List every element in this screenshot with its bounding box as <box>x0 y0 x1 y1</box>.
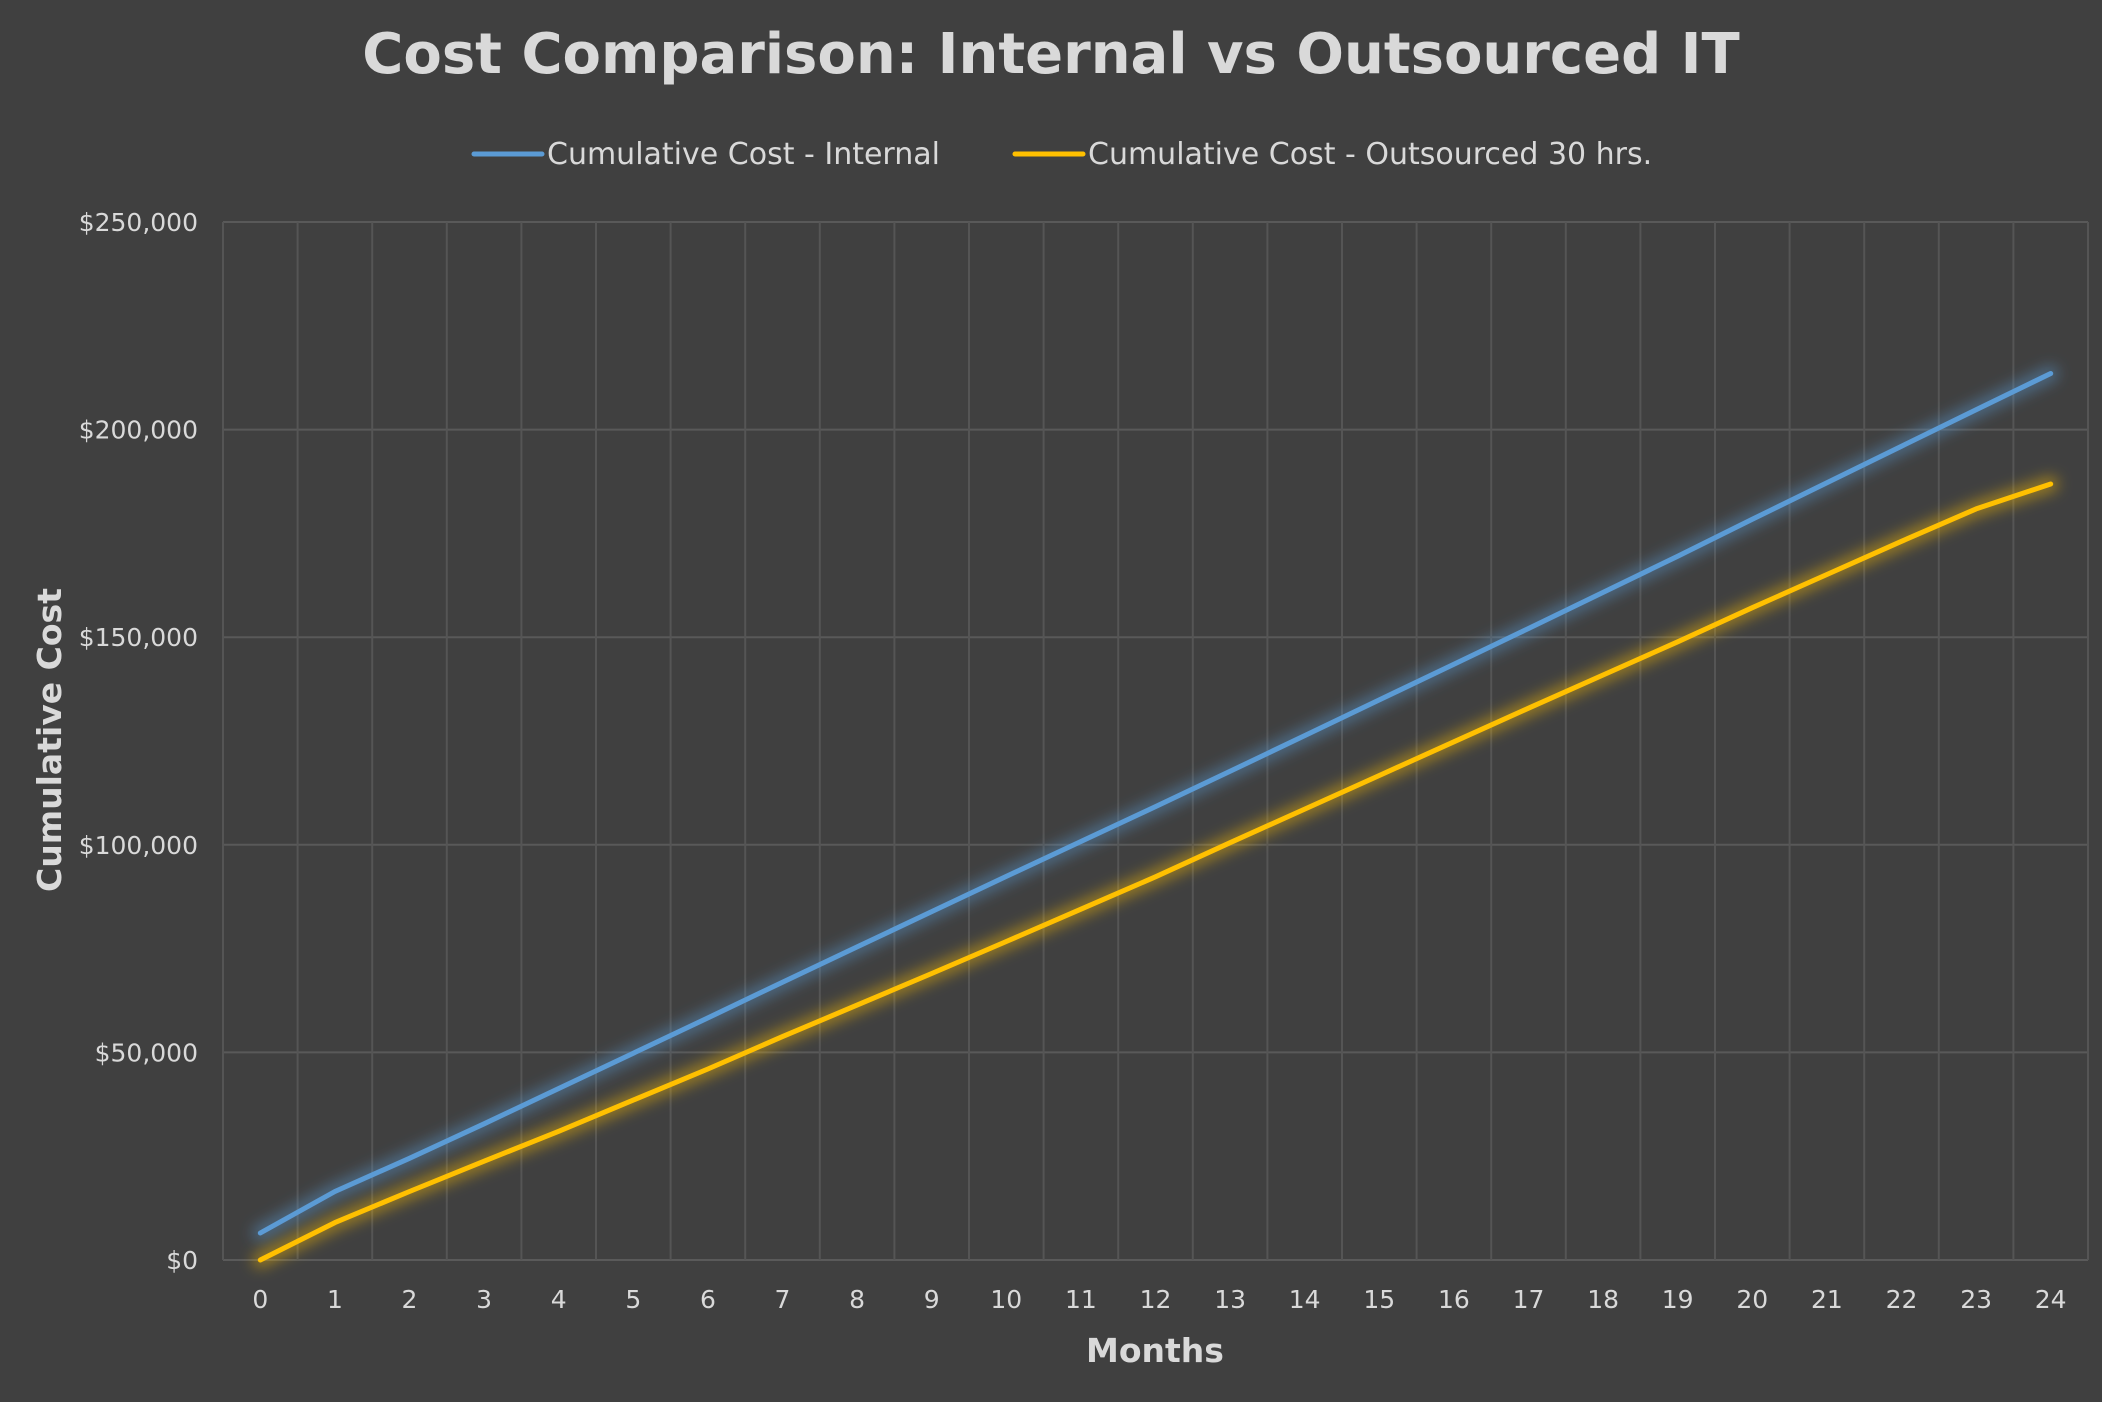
x-tick-label: 16 <box>1438 1285 1470 1314</box>
x-tick-label: 19 <box>1662 1285 1694 1314</box>
x-tick-label: 7 <box>775 1285 791 1314</box>
x-tick-label: 15 <box>1363 1285 1395 1314</box>
x-tick-label: 17 <box>1513 1285 1545 1314</box>
legend: Cumulative Cost - Internal Cumulative Cos… <box>471 137 1652 172</box>
legend-label-0: Cumulative Cost - Internal <box>547 137 940 172</box>
x-tick-label: 2 <box>402 1285 418 1314</box>
series-layer <box>252 365 2059 1268</box>
x-axis-ticks: 0 1 2 3 4 5 6 7 8 9 10 11 12 13 14 15 16 17 18 19 20 21 22 23 24 <box>252 1285 2066 1314</box>
x-tick-label: 21 <box>1811 1285 1843 1314</box>
x-tick-label: 11 <box>1065 1285 1097 1314</box>
series-line-0 <box>257 371 2054 1236</box>
x-tick-label: 14 <box>1289 1285 1321 1314</box>
x-tick-label: 5 <box>625 1285 641 1314</box>
chart-title: Cost Comparison: Internal vs Outsourced … <box>362 22 1740 87</box>
x-tick-label: 13 <box>1214 1285 1246 1314</box>
y-tick-label: $150,000 <box>79 623 198 652</box>
grid-layer <box>222 221 2089 1261</box>
y-tick-label: $0 <box>166 1246 198 1275</box>
x-tick-label: 10 <box>990 1285 1022 1314</box>
x-tick-label: 8 <box>849 1285 865 1314</box>
x-tick-label: 1 <box>327 1285 343 1314</box>
series-line-1 <box>257 481 2054 1263</box>
y-tick-label: $200,000 <box>79 416 198 445</box>
x-axis-title: Months <box>1086 1331 1224 1370</box>
x-tick-label: 12 <box>1140 1285 1172 1314</box>
x-tick-label: 20 <box>1736 1285 1768 1314</box>
x-tick-label: 9 <box>924 1285 940 1314</box>
x-tick-label: 3 <box>476 1285 492 1314</box>
x-tick-label: 23 <box>1960 1285 1992 1314</box>
y-axis-title: Cumulative Cost <box>30 588 69 892</box>
y-tick-label: $250,000 <box>79 208 198 237</box>
x-tick-label: 24 <box>2035 1285 2067 1314</box>
x-tick-label: 0 <box>252 1285 268 1314</box>
x-tick-label: 18 <box>1587 1285 1619 1314</box>
legend-label-1: Cumulative Cost - Outsourced 30 hrs. <box>1088 137 1652 172</box>
y-tick-label: $100,000 <box>79 831 198 860</box>
x-tick-label: 6 <box>700 1285 716 1314</box>
y-tick-label: $50,000 <box>95 1038 198 1067</box>
x-tick-label: 4 <box>551 1285 567 1314</box>
y-axis-ticks: $0 $50,000 $100,000 $150,000 $200,000 $250,00… <box>79 208 198 1275</box>
x-tick-label: 22 <box>1886 1285 1918 1314</box>
